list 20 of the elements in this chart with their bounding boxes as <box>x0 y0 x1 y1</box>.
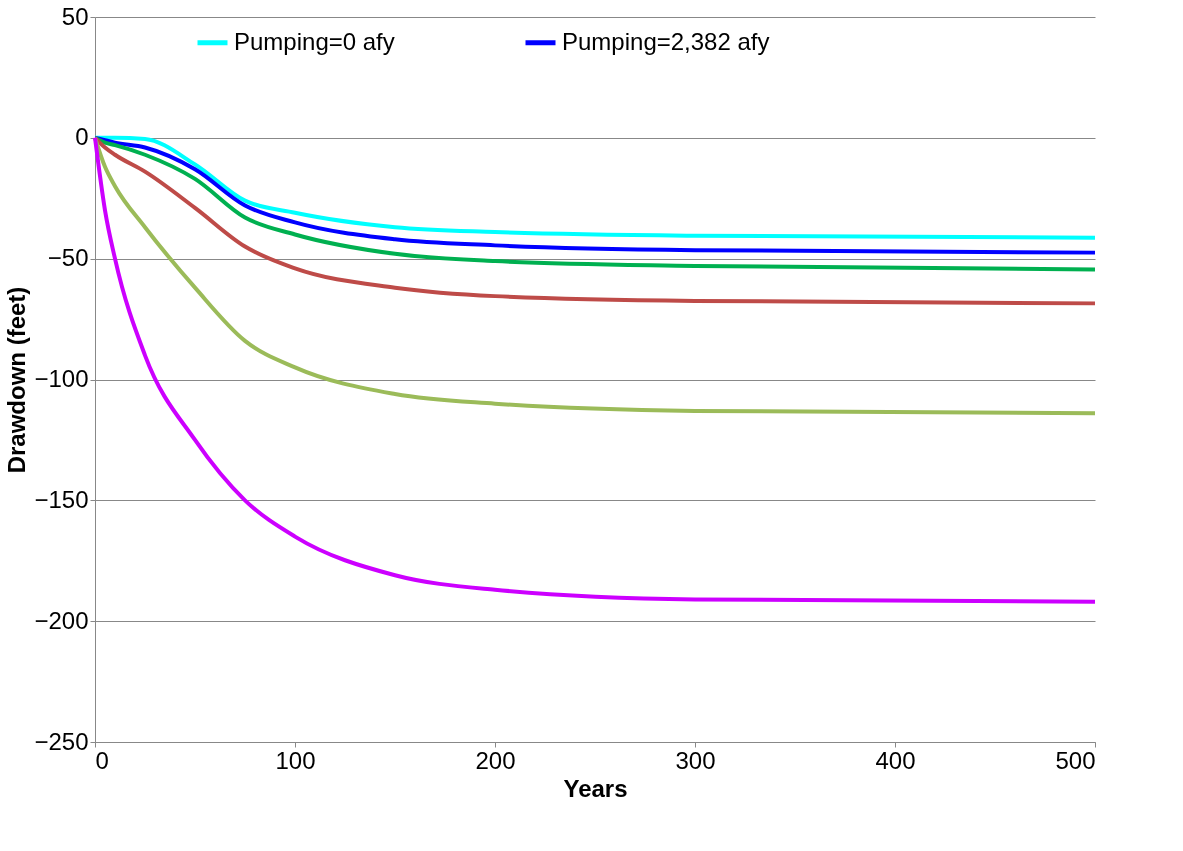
x-tick-label: 500 <box>1055 746 1096 774</box>
y-axis-title: Drawdown (feet) <box>3 286 31 474</box>
y-tick-label: −150 <box>34 485 89 513</box>
x-tick-label: 200 <box>475 746 516 774</box>
line-series <box>93 135 1097 416</box>
line-series <box>93 135 1097 306</box>
y-tick-label: 50 <box>61 2 89 30</box>
x-tick-label: 400 <box>875 746 916 774</box>
line-series <box>93 135 1097 604</box>
y-tick-label: 0 <box>75 123 89 151</box>
legend-label: Pumping=2,382 afy <box>562 27 770 55</box>
x-tick-label: 100 <box>275 746 316 774</box>
y-tick-label: −200 <box>34 606 89 634</box>
x-tick-label: 300 <box>675 746 716 774</box>
y-tick-label: −100 <box>34 365 89 392</box>
y-tick-label: −250 <box>34 727 89 755</box>
x-axis-title: Years <box>563 774 628 802</box>
y-tick-label: −50 <box>47 244 89 272</box>
legend-label: Pumping=0 afy <box>234 27 395 55</box>
x-tick-label: 0 <box>95 746 109 774</box>
